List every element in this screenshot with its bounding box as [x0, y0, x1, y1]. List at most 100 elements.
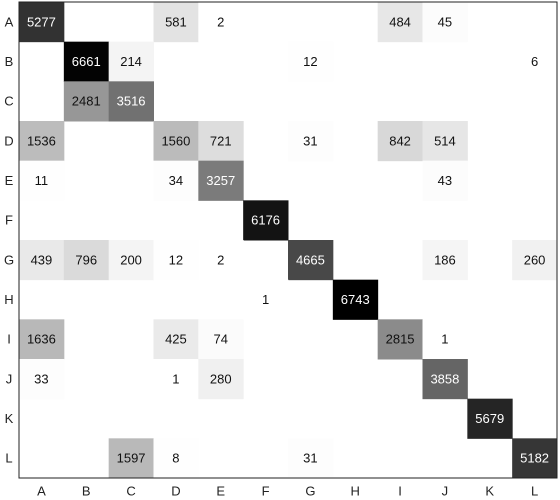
y-tick-label: D — [4, 133, 13, 148]
cell-value-label: 1 — [262, 292, 269, 307]
heatmap-cell — [19, 160, 65, 201]
heatmap-cell — [243, 200, 289, 241]
cell-value-label: 2815 — [386, 332, 415, 347]
x-tick-labels: A B C D E F G H I J K L — [37, 484, 538, 499]
heatmap-cell — [19, 121, 65, 162]
x-tick-label: E — [216, 484, 225, 499]
heatmap-cell — [19, 319, 65, 360]
cell-value-label: 1560 — [161, 133, 190, 148]
cell-value-label: 796 — [75, 252, 97, 267]
heatmap-cell — [467, 398, 513, 439]
cell-value-label: 31 — [303, 451, 317, 466]
y-tick-label: E — [5, 173, 14, 188]
cell-value-label: 6176 — [251, 213, 280, 228]
y-tick-label: J — [6, 371, 13, 386]
cell-value-label: 186 — [434, 252, 456, 267]
cell-value-label: 31 — [303, 133, 317, 148]
heatmap-cell — [153, 319, 199, 360]
cell-value-label: 3257 — [206, 173, 235, 188]
cell-value-label: 45 — [438, 14, 452, 29]
heatmap-cell — [288, 121, 334, 162]
y-tick-label: K — [5, 411, 14, 426]
cell-value-label: 280 — [210, 371, 232, 386]
heatmap-cell — [288, 240, 334, 281]
cell-value-label: 12 — [303, 54, 317, 69]
heatmap-cell — [422, 240, 468, 281]
cell-value-label: 1 — [441, 332, 448, 347]
x-tick-label: D — [171, 484, 180, 499]
heatmap-cell — [422, 121, 468, 162]
heatmap-cell — [198, 160, 244, 201]
cell-value-label: 12 — [169, 252, 183, 267]
heatmap-cell — [512, 240, 558, 281]
y-tick-label: G — [4, 252, 14, 267]
cell-value-label: 5182 — [520, 451, 549, 466]
cell-value-label: 721 — [210, 133, 232, 148]
heatmap-cell — [377, 121, 423, 162]
x-tick-label: A — [37, 484, 46, 499]
heatmap-cell — [243, 279, 289, 320]
heatmap-cell — [108, 41, 154, 82]
cell-value-label: 200 — [120, 252, 142, 267]
cell-value-label: 11 — [35, 173, 49, 188]
heatmap-cell — [153, 438, 199, 479]
cell-value-label: 3516 — [117, 94, 146, 109]
y-tick-label: L — [5, 451, 12, 466]
x-tick-label: K — [485, 484, 494, 499]
cell-value-label: 5679 — [475, 411, 504, 426]
heatmap-cell — [198, 240, 244, 281]
cell-value-label: 4665 — [296, 252, 325, 267]
x-tick-label: C — [126, 484, 135, 499]
cell-value-label: 1597 — [117, 451, 146, 466]
y-tick-label: I — [7, 332, 11, 347]
y-tick-label: C — [4, 94, 13, 109]
cell-value-label: 581 — [165, 14, 187, 29]
cell-value-label: 260 — [524, 252, 546, 267]
cell-value-label: 34 — [169, 173, 183, 188]
x-tick-label: G — [305, 484, 315, 499]
x-tick-label: H — [351, 484, 360, 499]
cell-value-label: 842 — [389, 133, 411, 148]
heatmap-cell — [153, 359, 199, 400]
heatmap-cell — [198, 319, 244, 360]
heatmap-cell — [422, 160, 468, 201]
plot-frame — [18, 1, 558, 479]
cell-value-label: 3858 — [430, 371, 459, 386]
x-tick-label: B — [82, 484, 91, 499]
cell-value-label: 2481 — [72, 94, 101, 109]
cell-value-label: 33 — [34, 371, 48, 386]
heatmap-cell — [198, 2, 244, 43]
cell-value-label: 6 — [531, 54, 538, 69]
heatmap-cell — [153, 121, 199, 162]
heatmap-cell — [19, 240, 65, 281]
heatmap-cell — [63, 81, 110, 122]
heatmap-cell — [153, 240, 199, 281]
heatmap-cell — [512, 438, 558, 479]
heatmap-cell — [108, 81, 154, 122]
cell-value-label: 439 — [31, 252, 53, 267]
heatmap-cell — [288, 438, 334, 479]
heatmap-cell — [422, 2, 468, 43]
x-tick-label: J — [442, 484, 449, 499]
cell-value-label: 5277 — [27, 14, 56, 29]
heatmap-cell — [153, 160, 199, 201]
heatmap-cell — [108, 438, 154, 479]
heatmap-cell — [422, 359, 468, 400]
heatmap-cell — [198, 359, 244, 400]
cell-value-label: 8 — [172, 451, 179, 466]
cell-value-label: 484 — [389, 14, 411, 29]
y-tick-label: A — [5, 14, 14, 29]
cell-value-label: 43 — [438, 173, 452, 188]
heatmap-cell — [19, 2, 65, 43]
y-tick-label: F — [5, 213, 13, 228]
cell-value-label: 74 — [214, 332, 228, 347]
x-tick-label: L — [531, 484, 538, 499]
y-tick-label: B — [5, 54, 14, 69]
cell-value-label: 6743 — [341, 292, 370, 307]
x-tick-label: I — [398, 484, 402, 499]
heatmap-cell — [153, 2, 199, 43]
heatmap-cell — [63, 240, 110, 281]
heatmap-cell — [19, 359, 65, 400]
